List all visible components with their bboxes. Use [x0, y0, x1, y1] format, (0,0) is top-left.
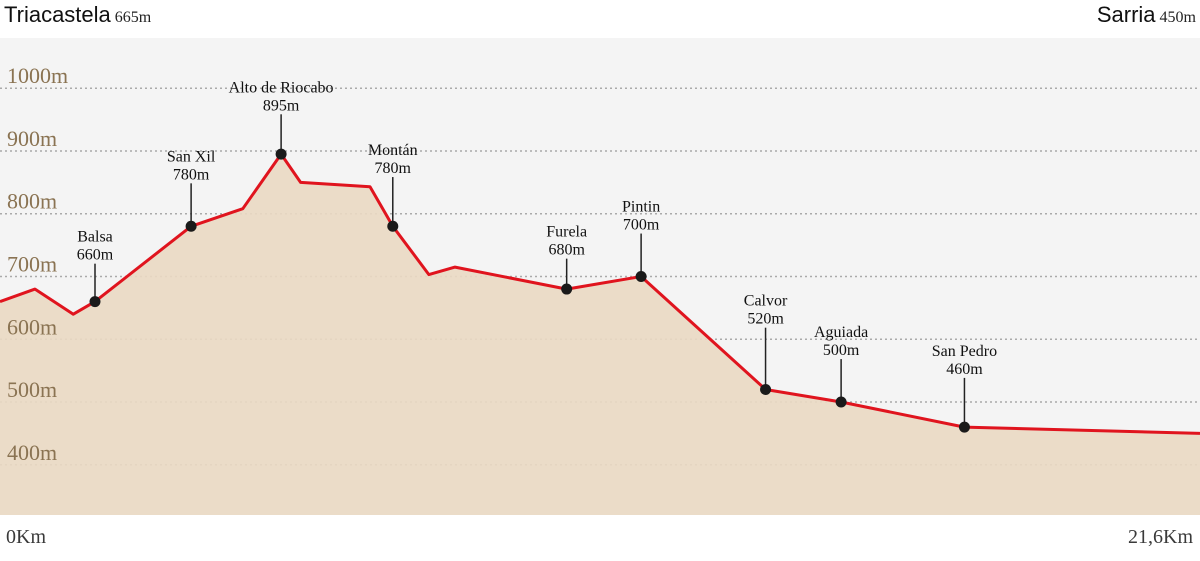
waypoint-elevation: 780m	[173, 166, 210, 183]
waypoint-elevation: 660m	[77, 247, 114, 264]
chart-footer	[0, 515, 1200, 561]
waypoint-name: Alto de Riocabo	[229, 79, 334, 96]
end-location: Sarria 450m	[1097, 0, 1196, 30]
waypoint-marker	[635, 271, 647, 282]
waypoint-marker	[561, 283, 573, 295]
waypoint-name: Balsa	[77, 229, 113, 246]
waypoint-elevation: 700m	[623, 217, 660, 234]
x-tick-label: 21,6Km	[1128, 526, 1193, 548]
start-location: Triacastela 665m	[4, 0, 151, 30]
start-name: Triacastela	[4, 2, 111, 27]
waypoint-name: Furela	[546, 224, 587, 241]
elevation-area	[0, 154, 1200, 515]
y-tick-label: 1000m	[7, 63, 68, 88]
waypoint-marker	[387, 220, 399, 232]
y-tick-label: 700m	[7, 252, 57, 277]
waypoint-name: Aguiada	[814, 324, 868, 341]
y-tick-label: 500m	[7, 377, 57, 402]
waypoint-elevation: 460m	[946, 361, 983, 378]
waypoint-name: Pintin	[622, 199, 660, 216]
waypoint-elevation: 780m	[375, 160, 412, 177]
waypoint-elevation: 895m	[263, 97, 300, 114]
x-tick-label: 0Km	[6, 526, 46, 548]
y-tick-label: 400m	[7, 440, 57, 465]
y-tick-label: 600m	[7, 314, 57, 339]
waypoint-elevation: 500m	[823, 342, 860, 359]
waypoint-marker	[958, 421, 970, 433]
waypoint-name: Montán	[368, 142, 418, 159]
waypoint-marker	[835, 396, 847, 408]
waypoint-elevation: 520m	[747, 311, 784, 328]
waypoint-marker	[275, 148, 287, 160]
waypoint-marker	[760, 383, 772, 395]
waypoint-elevation: 680m	[548, 242, 585, 259]
waypoint-name: San Pedro	[932, 343, 997, 360]
waypoint-name: Calvor	[744, 293, 788, 310]
start-elevation: 665m	[114, 9, 152, 26]
end-name: Sarria	[1096, 2, 1156, 27]
waypoint-marker	[89, 296, 101, 308]
end-elevation: 450m	[1159, 9, 1196, 26]
waypoint-marker	[185, 220, 197, 232]
y-tick-label: 900m	[7, 126, 57, 151]
y-tick-label: 800m	[7, 189, 57, 214]
waypoint-name: San Xil	[167, 148, 216, 165]
